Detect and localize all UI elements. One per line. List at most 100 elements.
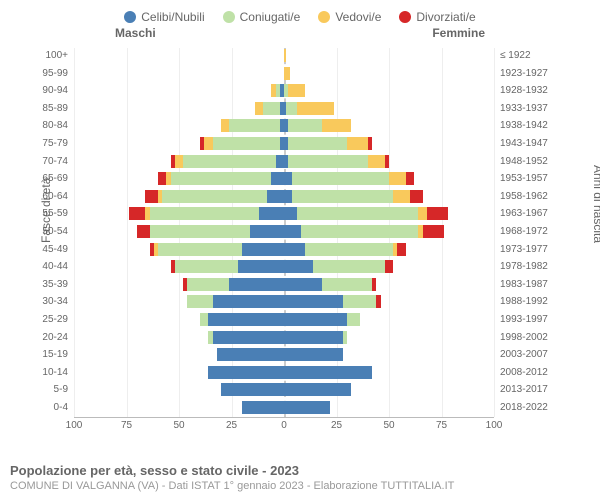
x-tick: 0 xyxy=(281,420,287,431)
age-label: 65-69 xyxy=(34,171,74,186)
bar-segment-v xyxy=(175,155,183,168)
bar-segment-c xyxy=(284,348,343,361)
legend: Celibi/NubiliConiugati/eVedovi/eDivorzia… xyxy=(0,0,600,24)
bar-female xyxy=(284,49,286,62)
birth-year-label: 1978-1982 xyxy=(494,259,554,274)
bar-segment-co xyxy=(187,295,212,308)
bar-segment-c xyxy=(284,383,351,396)
bar-female xyxy=(284,137,372,150)
bar-male xyxy=(158,172,284,185)
legend-label: Celibi/Nubili xyxy=(141,10,204,24)
bar-segment-co xyxy=(343,295,377,308)
bar-segment-co xyxy=(187,278,229,291)
age-label: 45-49 xyxy=(34,242,74,257)
birth-year-label: 1938-1942 xyxy=(494,118,554,133)
bar-segment-c xyxy=(213,331,284,344)
bar-male xyxy=(271,84,284,97)
bar-female xyxy=(284,84,305,97)
bar-segment-co xyxy=(347,313,360,326)
bar-female xyxy=(284,401,330,414)
legend-dot xyxy=(124,11,136,23)
age-label: 55-59 xyxy=(34,206,74,221)
birth-year-label: 1968-1972 xyxy=(494,224,554,239)
bar-segment-co xyxy=(263,102,280,115)
age-label: 0-4 xyxy=(34,400,74,415)
bar-segment-v xyxy=(284,49,286,62)
bar-segment-c xyxy=(284,207,297,220)
label-males: Maschi xyxy=(115,26,156,40)
bar-female xyxy=(284,67,290,80)
bar-segment-co xyxy=(175,260,238,273)
pyramid-row: 15-192003-2007 xyxy=(74,347,494,365)
bar-male xyxy=(200,313,284,326)
bar-segment-co xyxy=(288,119,322,132)
birth-year-label: 2013-2017 xyxy=(494,382,554,397)
bar-segment-c xyxy=(284,401,330,414)
bar-segment-c xyxy=(284,366,372,379)
bar-segment-d xyxy=(385,260,393,273)
bar-segment-d xyxy=(410,190,423,203)
bar-segment-co xyxy=(171,172,272,185)
bar-male xyxy=(150,243,284,256)
pyramid-row: 65-691953-1957 xyxy=(74,171,494,189)
chart-subtitle: COMUNE DI VALGANNA (VA) - Dati ISTAT 1° … xyxy=(10,480,590,492)
bar-segment-v xyxy=(255,102,263,115)
age-label: 100+ xyxy=(34,48,74,63)
legend-label: Vedovi/e xyxy=(335,10,381,24)
age-label: 10-14 xyxy=(34,365,74,380)
y-axis-right-title: Anni di nascita xyxy=(591,165,600,243)
pyramid-row: 100+≤ 1922 xyxy=(74,48,494,66)
legend-item: Celibi/Nubili xyxy=(124,10,204,24)
bar-segment-d xyxy=(385,155,389,168)
bar-segment-v xyxy=(288,84,305,97)
bar-female xyxy=(284,278,376,291)
bar-segment-c xyxy=(284,172,292,185)
bar-segment-c xyxy=(208,313,284,326)
x-tick: 100 xyxy=(486,420,503,431)
x-tick: 50 xyxy=(173,420,184,431)
bar-segment-c xyxy=(284,260,313,273)
pyramid-row: 10-142008-2012 xyxy=(74,365,494,383)
legend-item: Coniugati/e xyxy=(223,10,301,24)
bar-female xyxy=(284,313,360,326)
bar-segment-co xyxy=(288,137,347,150)
bar-segment-d xyxy=(368,137,372,150)
bar-segment-d xyxy=(427,207,448,220)
bar-segment-c xyxy=(221,383,284,396)
bar-segment-co xyxy=(297,207,419,220)
bar-segment-c xyxy=(284,331,343,344)
bar-segment-co xyxy=(213,137,280,150)
legend-dot xyxy=(223,11,235,23)
birth-year-label: 1943-1947 xyxy=(494,136,554,151)
bar-segment-c xyxy=(242,243,284,256)
age-label: 95-99 xyxy=(34,66,74,81)
bar-segment-co xyxy=(158,243,242,256)
bar-segment-co xyxy=(150,207,259,220)
birth-year-label: 1963-1967 xyxy=(494,206,554,221)
bar-segment-d xyxy=(376,295,380,308)
pyramid-row: 5-92013-2017 xyxy=(74,382,494,400)
bar-segment-c xyxy=(238,260,284,273)
bar-male xyxy=(171,260,284,273)
bar-segment-co xyxy=(162,190,267,203)
bar-female xyxy=(284,172,414,185)
legend-dot xyxy=(399,11,411,23)
bar-segment-c xyxy=(284,295,343,308)
bar-segment-c xyxy=(271,172,284,185)
x-tick: 50 xyxy=(383,420,394,431)
bar-segment-c xyxy=(250,225,284,238)
bar-segment-v xyxy=(389,172,406,185)
bar-segment-co xyxy=(305,243,393,256)
bar-segment-co xyxy=(292,172,389,185)
bar-segment-v xyxy=(322,119,351,132)
bar-segment-v xyxy=(347,137,368,150)
pyramid-row: 40-441978-1982 xyxy=(74,259,494,277)
pyramid-row: 85-891933-1937 xyxy=(74,101,494,119)
birth-year-label: 2018-2022 xyxy=(494,400,554,415)
bar-segment-c xyxy=(259,207,284,220)
bar-segment-v xyxy=(284,67,290,80)
bar-female xyxy=(284,155,389,168)
x-tick: 100 xyxy=(66,420,83,431)
bar-segment-co xyxy=(292,190,393,203)
age-label: 30-34 xyxy=(34,294,74,309)
